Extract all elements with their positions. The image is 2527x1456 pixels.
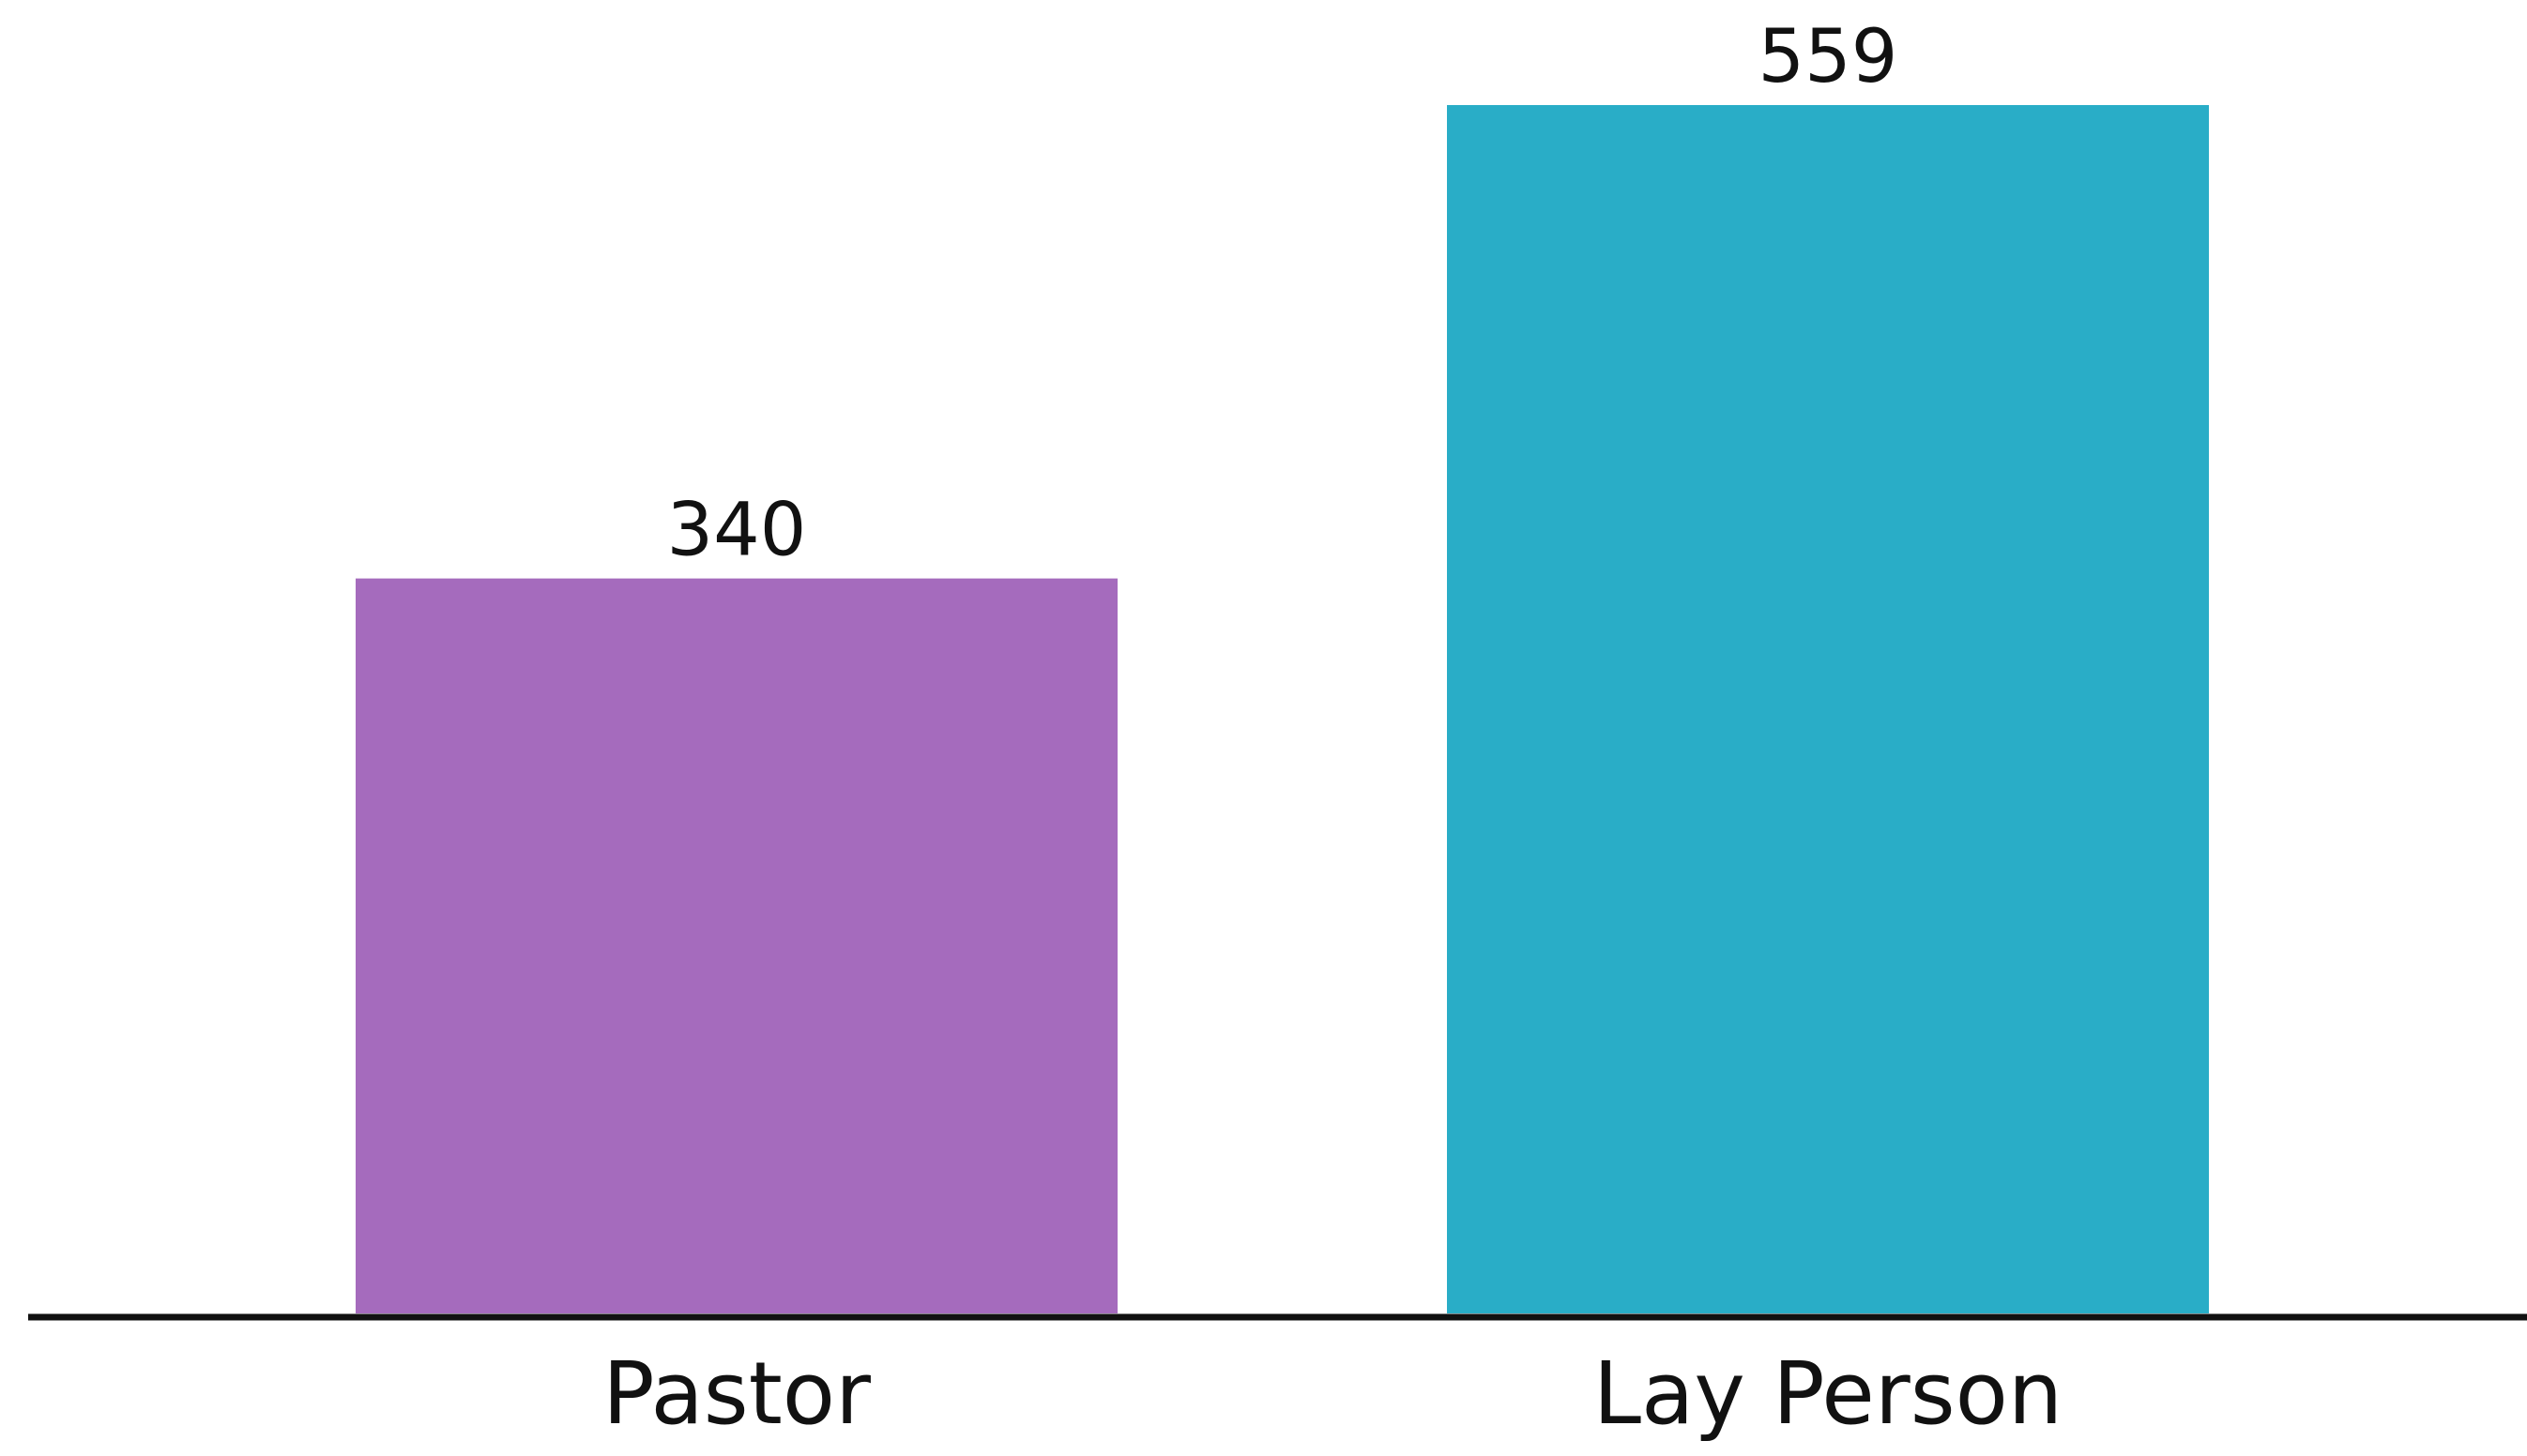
bar-pastor — [356, 578, 1118, 1313]
x-tick-label-pastor: Pastor — [602, 1343, 871, 1444]
bars-layer — [356, 105, 2209, 1313]
labels-layer: 340 Pastor 559 Lay Person — [602, 15, 2063, 1444]
x-tick-label-lay-person: Lay Person — [1593, 1343, 2063, 1444]
data-label-lay-person: 559 — [1758, 15, 1898, 99]
data-label-pastor: 340 — [667, 489, 807, 573]
bar-lay-person — [1447, 105, 2209, 1313]
